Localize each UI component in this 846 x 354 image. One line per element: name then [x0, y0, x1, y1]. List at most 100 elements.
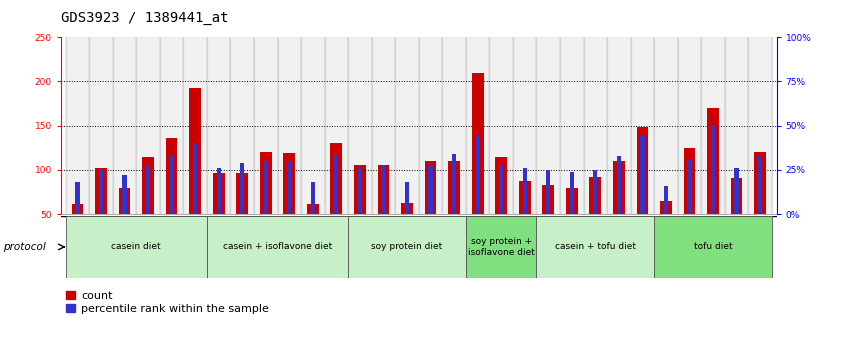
- Bar: [89, 37, 113, 214]
- Bar: [569, 172, 574, 214]
- Bar: [72, 204, 83, 258]
- Bar: [240, 163, 244, 214]
- Bar: [536, 37, 560, 214]
- Bar: [684, 148, 695, 258]
- Bar: [499, 165, 503, 214]
- Bar: [146, 165, 150, 214]
- Bar: [566, 188, 578, 258]
- Bar: [66, 216, 207, 278]
- Bar: [495, 156, 507, 258]
- Text: casein + tofu diet: casein + tofu diet: [555, 242, 636, 251]
- Bar: [325, 37, 349, 214]
- Bar: [617, 156, 621, 214]
- Bar: [160, 37, 184, 214]
- Text: casein + isoflavone diet: casein + isoflavone diet: [222, 242, 332, 251]
- Bar: [236, 172, 248, 258]
- Bar: [607, 37, 630, 214]
- Bar: [75, 182, 80, 214]
- Bar: [142, 156, 154, 258]
- Bar: [590, 177, 602, 258]
- Bar: [475, 135, 480, 214]
- Bar: [310, 182, 315, 214]
- Bar: [664, 186, 668, 214]
- Bar: [755, 152, 766, 258]
- Bar: [382, 166, 386, 214]
- Bar: [405, 182, 409, 214]
- Bar: [254, 37, 277, 214]
- Bar: [707, 108, 719, 258]
- Text: protocol: protocol: [3, 242, 46, 252]
- Bar: [701, 37, 725, 214]
- Bar: [442, 37, 466, 214]
- Bar: [307, 204, 319, 258]
- Bar: [466, 216, 536, 278]
- Bar: [419, 37, 442, 214]
- Bar: [523, 168, 527, 214]
- Bar: [123, 175, 127, 214]
- Bar: [358, 168, 362, 214]
- Bar: [472, 73, 484, 258]
- Bar: [711, 126, 715, 214]
- Bar: [395, 37, 419, 214]
- Bar: [349, 216, 466, 278]
- Bar: [640, 135, 645, 214]
- Bar: [536, 216, 654, 278]
- Bar: [513, 37, 536, 214]
- Bar: [749, 37, 772, 214]
- Bar: [66, 37, 89, 214]
- Bar: [136, 37, 160, 214]
- Bar: [283, 153, 295, 258]
- Bar: [230, 37, 254, 214]
- Text: casein diet: casein diet: [112, 242, 161, 251]
- Bar: [630, 37, 654, 214]
- Bar: [489, 37, 513, 214]
- Bar: [207, 216, 349, 278]
- Bar: [613, 161, 625, 258]
- Bar: [758, 156, 762, 214]
- Bar: [260, 152, 272, 258]
- Bar: [212, 172, 224, 258]
- Bar: [118, 188, 130, 258]
- Text: soy protein +
isoflavone diet: soy protein + isoflavone diet: [468, 237, 535, 257]
- Bar: [277, 37, 301, 214]
- Bar: [542, 185, 554, 258]
- Text: tofu diet: tofu diet: [694, 242, 733, 251]
- Bar: [193, 143, 197, 214]
- Bar: [190, 88, 201, 258]
- Bar: [169, 156, 173, 214]
- Bar: [401, 202, 413, 258]
- Bar: [287, 161, 291, 214]
- Bar: [688, 159, 692, 214]
- Bar: [334, 156, 338, 214]
- Bar: [654, 37, 678, 214]
- Legend: count, percentile rank within the sample: count, percentile rank within the sample: [67, 291, 269, 314]
- Bar: [678, 37, 701, 214]
- Bar: [452, 154, 456, 214]
- Bar: [731, 178, 743, 258]
- Bar: [734, 168, 739, 214]
- Bar: [560, 37, 584, 214]
- Text: GDS3923 / 1389441_at: GDS3923 / 1389441_at: [61, 11, 228, 25]
- Bar: [207, 37, 230, 214]
- Bar: [428, 166, 432, 214]
- Bar: [99, 170, 103, 214]
- Text: soy protein diet: soy protein diet: [371, 242, 442, 251]
- Bar: [425, 161, 437, 258]
- Bar: [636, 127, 648, 258]
- Bar: [217, 168, 221, 214]
- Bar: [301, 37, 325, 214]
- Bar: [95, 168, 107, 258]
- Bar: [349, 37, 371, 214]
- Bar: [725, 37, 749, 214]
- Bar: [519, 181, 530, 258]
- Bar: [584, 37, 607, 214]
- Bar: [166, 138, 178, 258]
- Bar: [184, 37, 207, 214]
- Bar: [354, 166, 365, 258]
- Bar: [377, 165, 389, 258]
- Bar: [466, 37, 489, 214]
- Bar: [654, 216, 772, 278]
- Bar: [660, 201, 672, 258]
- Bar: [593, 170, 597, 214]
- Bar: [448, 161, 460, 258]
